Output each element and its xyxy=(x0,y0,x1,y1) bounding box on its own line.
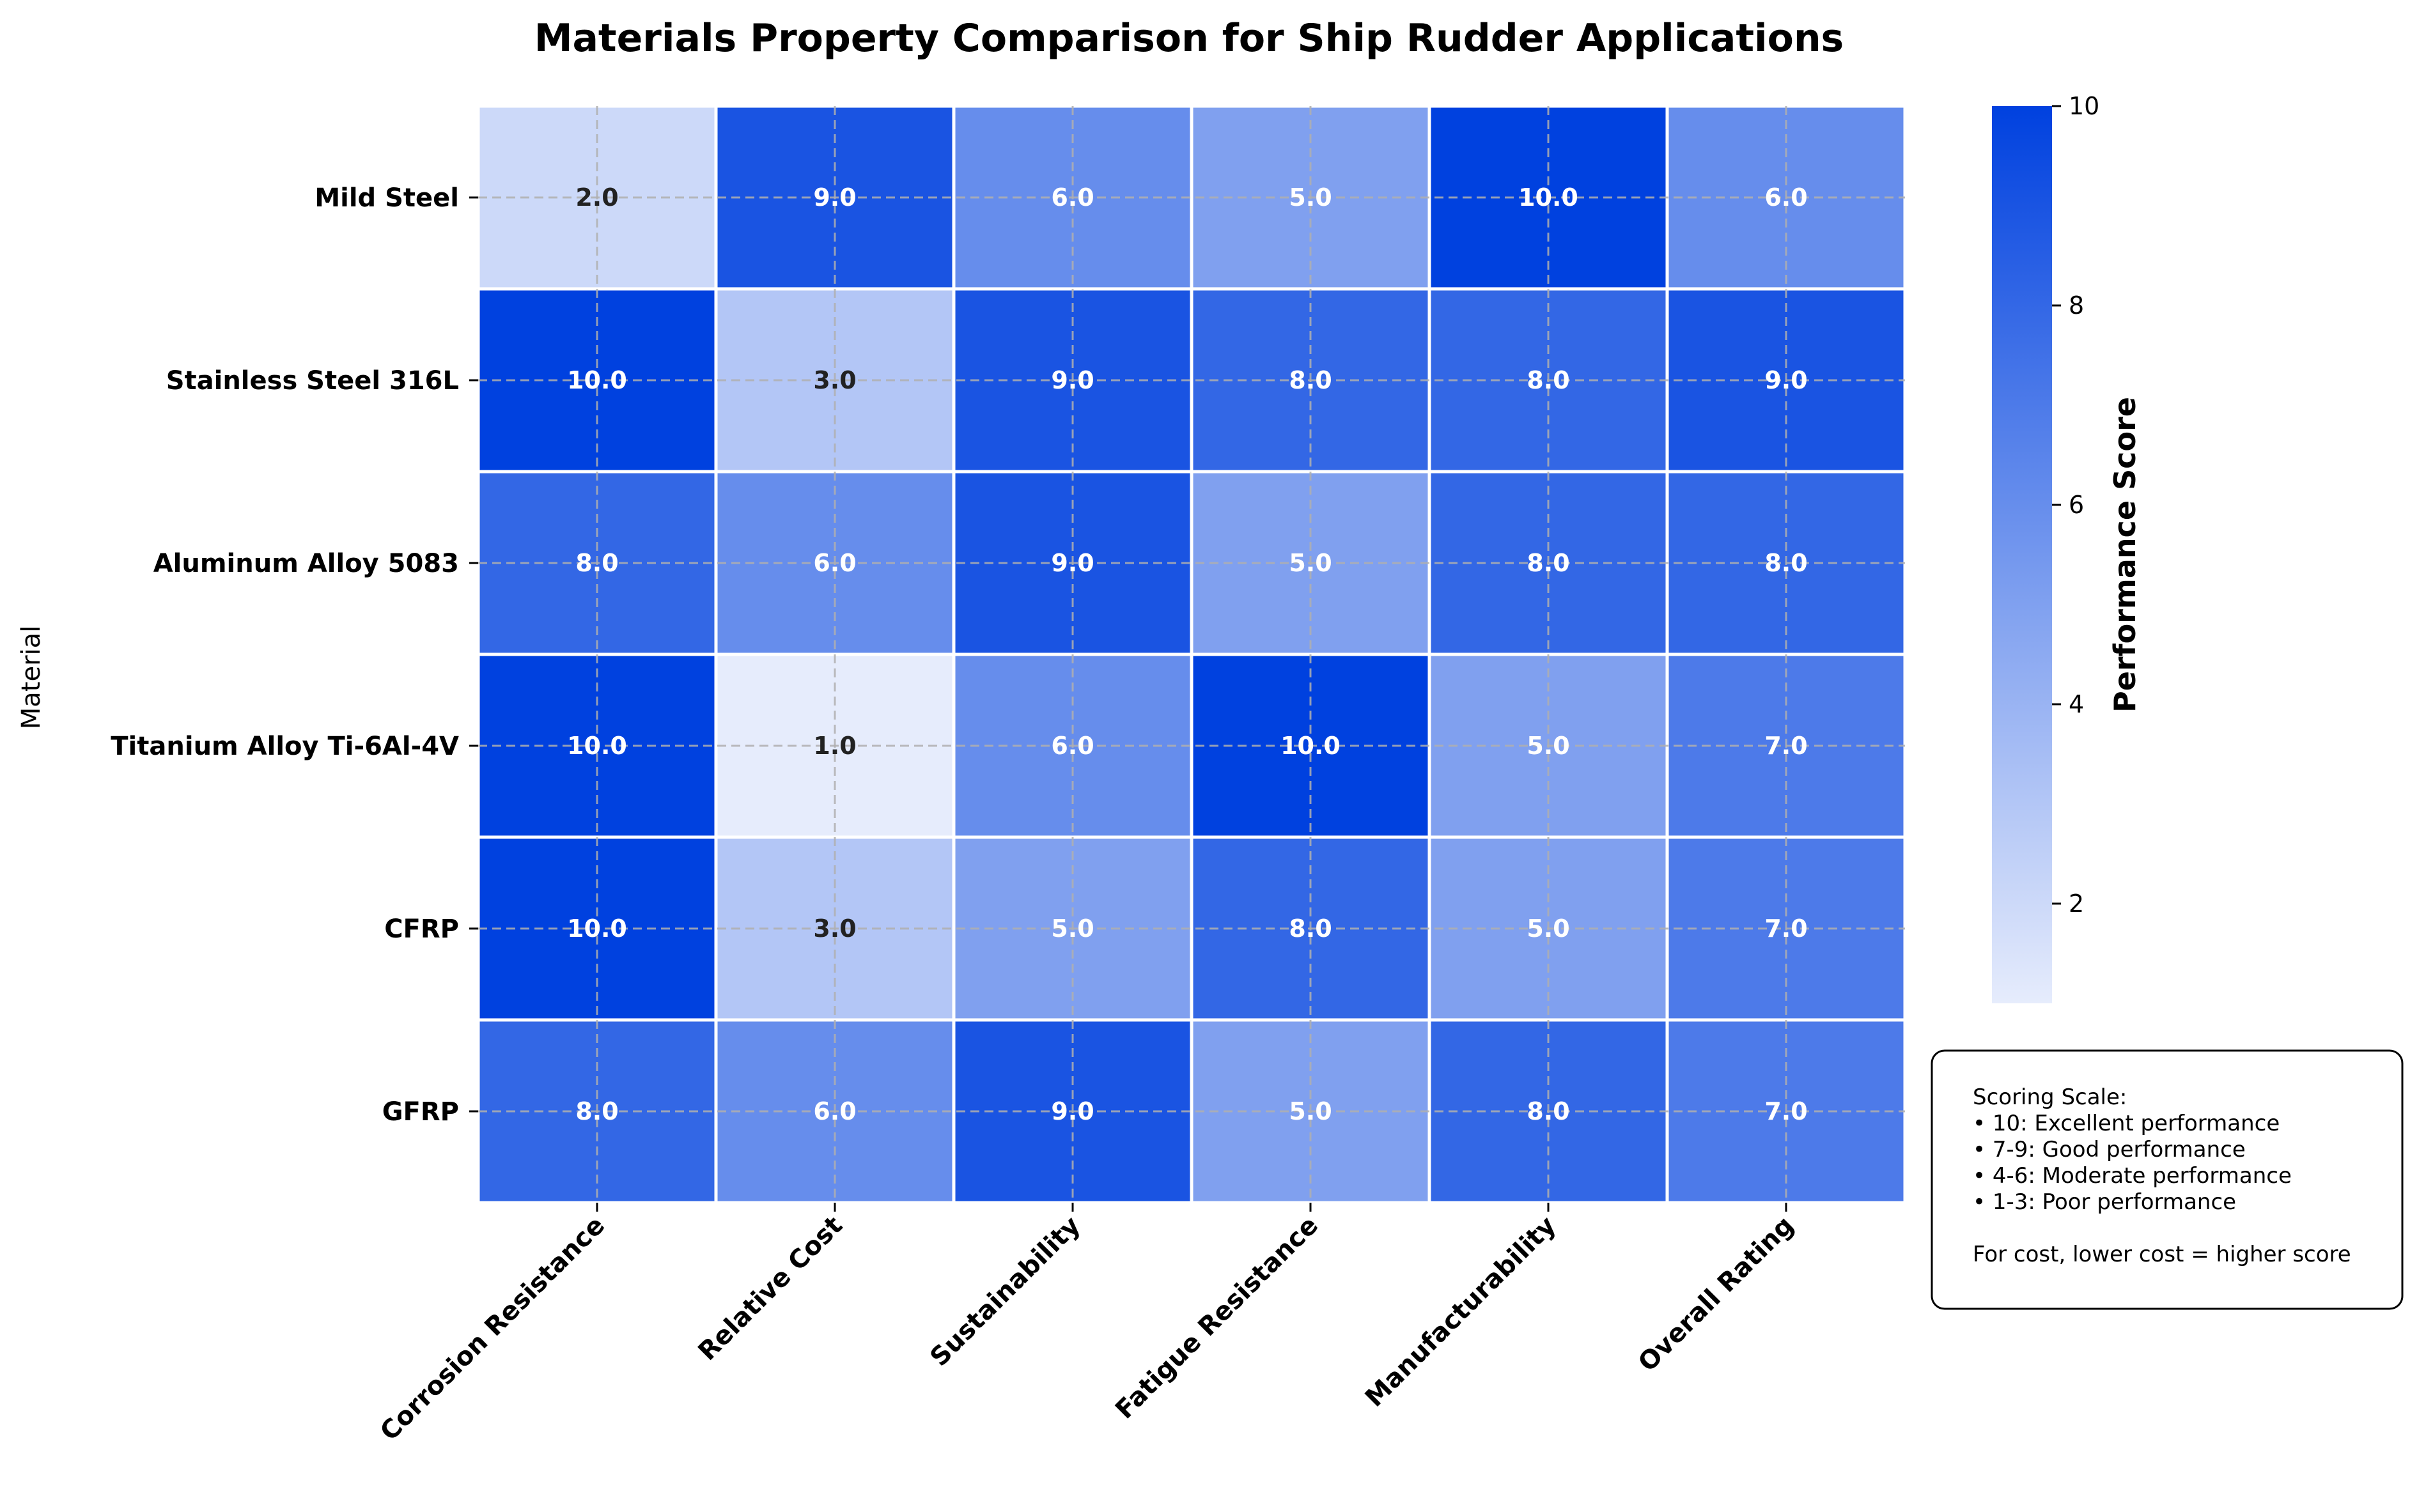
column-label-corrosion-resistance: Corrosion Resistance xyxy=(375,1211,610,1447)
colorbar-gradient xyxy=(1992,106,2052,1003)
column-labels: Corrosion Resistance Relative Cost Sustain… xyxy=(375,1203,1800,1447)
column-label-manufacturability: Manufacturability xyxy=(1360,1211,1562,1413)
column-label-fatigue-resistance: Fatigue Resistance xyxy=(1110,1211,1324,1425)
y-axis-label: Material xyxy=(17,626,46,730)
colorbar-tick-label: 6 xyxy=(2069,491,2084,519)
cell-value-label: 6.0 xyxy=(813,549,856,577)
cell-value-label: 3.0 xyxy=(813,914,856,943)
heatmap-cells xyxy=(476,104,1907,1205)
cell-value-label: 10.0 xyxy=(567,366,627,394)
grid-lines xyxy=(478,106,1905,1203)
cell-value-label: 6.0 xyxy=(1051,732,1094,760)
cell-labels: 2.0 9.0 6.0 5.0 10.0 6.0 10.0 3.0 9.0 8.0 8.0 9.0 8.… xyxy=(567,183,1808,1125)
colorbar-tick-label: 2 xyxy=(2069,890,2084,918)
cell-value-label: 9.0 xyxy=(813,183,856,212)
column-label-overall-rating: Overall Rating xyxy=(1633,1211,1800,1378)
cell-value-label: 5.0 xyxy=(1051,914,1094,943)
scoring-note-line: • 7-9: Good performance xyxy=(1973,1137,2246,1162)
row-label-aluminum-alloy-5083: Aluminum Alloy 5083 xyxy=(153,549,459,578)
cell-value-label: 1.0 xyxy=(813,732,856,760)
cell-value-label: 5.0 xyxy=(1527,732,1569,760)
scoring-note: Scoring Scale:• 10: Excellent performanc… xyxy=(1931,1049,2404,1310)
cell-value-label: 5.0 xyxy=(1289,549,1332,577)
cell-value-label: 5.0 xyxy=(1289,183,1332,212)
cell-value-label: 7.0 xyxy=(1764,1097,1807,1125)
cell-value-label: 9.0 xyxy=(1764,366,1807,394)
colorbar-tick-label: 4 xyxy=(2069,690,2084,718)
scoring-note-line: • 1-3: Poor performance xyxy=(1973,1189,2236,1215)
scoring-note-line: Scoring Scale: xyxy=(1973,1084,2127,1110)
cell-value-label: 5.0 xyxy=(1289,1097,1332,1125)
cell-value-label: 9.0 xyxy=(1051,549,1094,577)
row-label-titanium-alloy-ti-6al-4v: Titanium Alloy Ti-6Al-4V xyxy=(111,732,459,761)
row-labels: Mild Steel Stainless Steel 316L Aluminum A… xyxy=(111,183,478,1127)
cell-value-label: 8.0 xyxy=(1527,1097,1569,1125)
cell-value-label: 10.0 xyxy=(567,914,627,943)
scoring-note-line: • 10: Excellent performance xyxy=(1973,1111,2280,1136)
cell-value-label: 8.0 xyxy=(1527,549,1569,577)
cell-value-label: 2.0 xyxy=(575,183,618,212)
row-label-stainless-steel-316l: Stainless Steel 316L xyxy=(166,366,459,396)
cell-value-label: 8.0 xyxy=(575,1097,618,1125)
cell-value-label: 8.0 xyxy=(1764,549,1807,577)
row-label-mild-steel: Mild Steel xyxy=(315,183,459,213)
cell-value-label: 8.0 xyxy=(1289,914,1332,943)
column-label-relative-cost: Relative Cost xyxy=(693,1211,848,1366)
chart-title: Materials Property Comparison for Ship R… xyxy=(534,16,1844,61)
colorbar-tick-label: 8 xyxy=(2069,291,2084,320)
scoring-note-box xyxy=(1931,1049,2404,1310)
colorbar-label: Performance Score xyxy=(2108,397,2142,713)
cell-value-label: 9.0 xyxy=(1051,366,1094,394)
row-label-cfrp: CFRP xyxy=(384,914,459,944)
scoring-note-line: • 4-6: Moderate performance xyxy=(1973,1163,2292,1189)
cell-value-label: 8.0 xyxy=(1289,366,1332,394)
scoring-note-line: For cost, lower cost = higher score xyxy=(1973,1242,2351,1267)
cell-value-label: 3.0 xyxy=(813,366,856,394)
cell-value-label: 10.0 xyxy=(1518,183,1578,212)
cell-value-label: 8.0 xyxy=(1527,366,1569,394)
colorbar: 2 4 6 8 10 Performance Score xyxy=(1992,92,2142,1003)
cell-value-label: 10.0 xyxy=(567,732,627,760)
cell-value-label: 5.0 xyxy=(1527,914,1569,943)
cell-value-label: 6.0 xyxy=(1764,183,1807,212)
cell-value-label: 7.0 xyxy=(1764,914,1807,943)
column-label-sustainability: Sustainability xyxy=(924,1211,1086,1373)
cell-value-label: 9.0 xyxy=(1051,1097,1094,1125)
colorbar-tick-label: 10 xyxy=(2069,92,2099,120)
cell-value-label: 7.0 xyxy=(1764,732,1807,760)
cell-value-label: 6.0 xyxy=(813,1097,856,1125)
cell-value-label: 10.0 xyxy=(1280,732,1341,760)
cell-value-label: 8.0 xyxy=(575,549,618,577)
row-label-gfrp: GFRP xyxy=(382,1097,459,1127)
cell-value-label: 6.0 xyxy=(1051,183,1094,212)
